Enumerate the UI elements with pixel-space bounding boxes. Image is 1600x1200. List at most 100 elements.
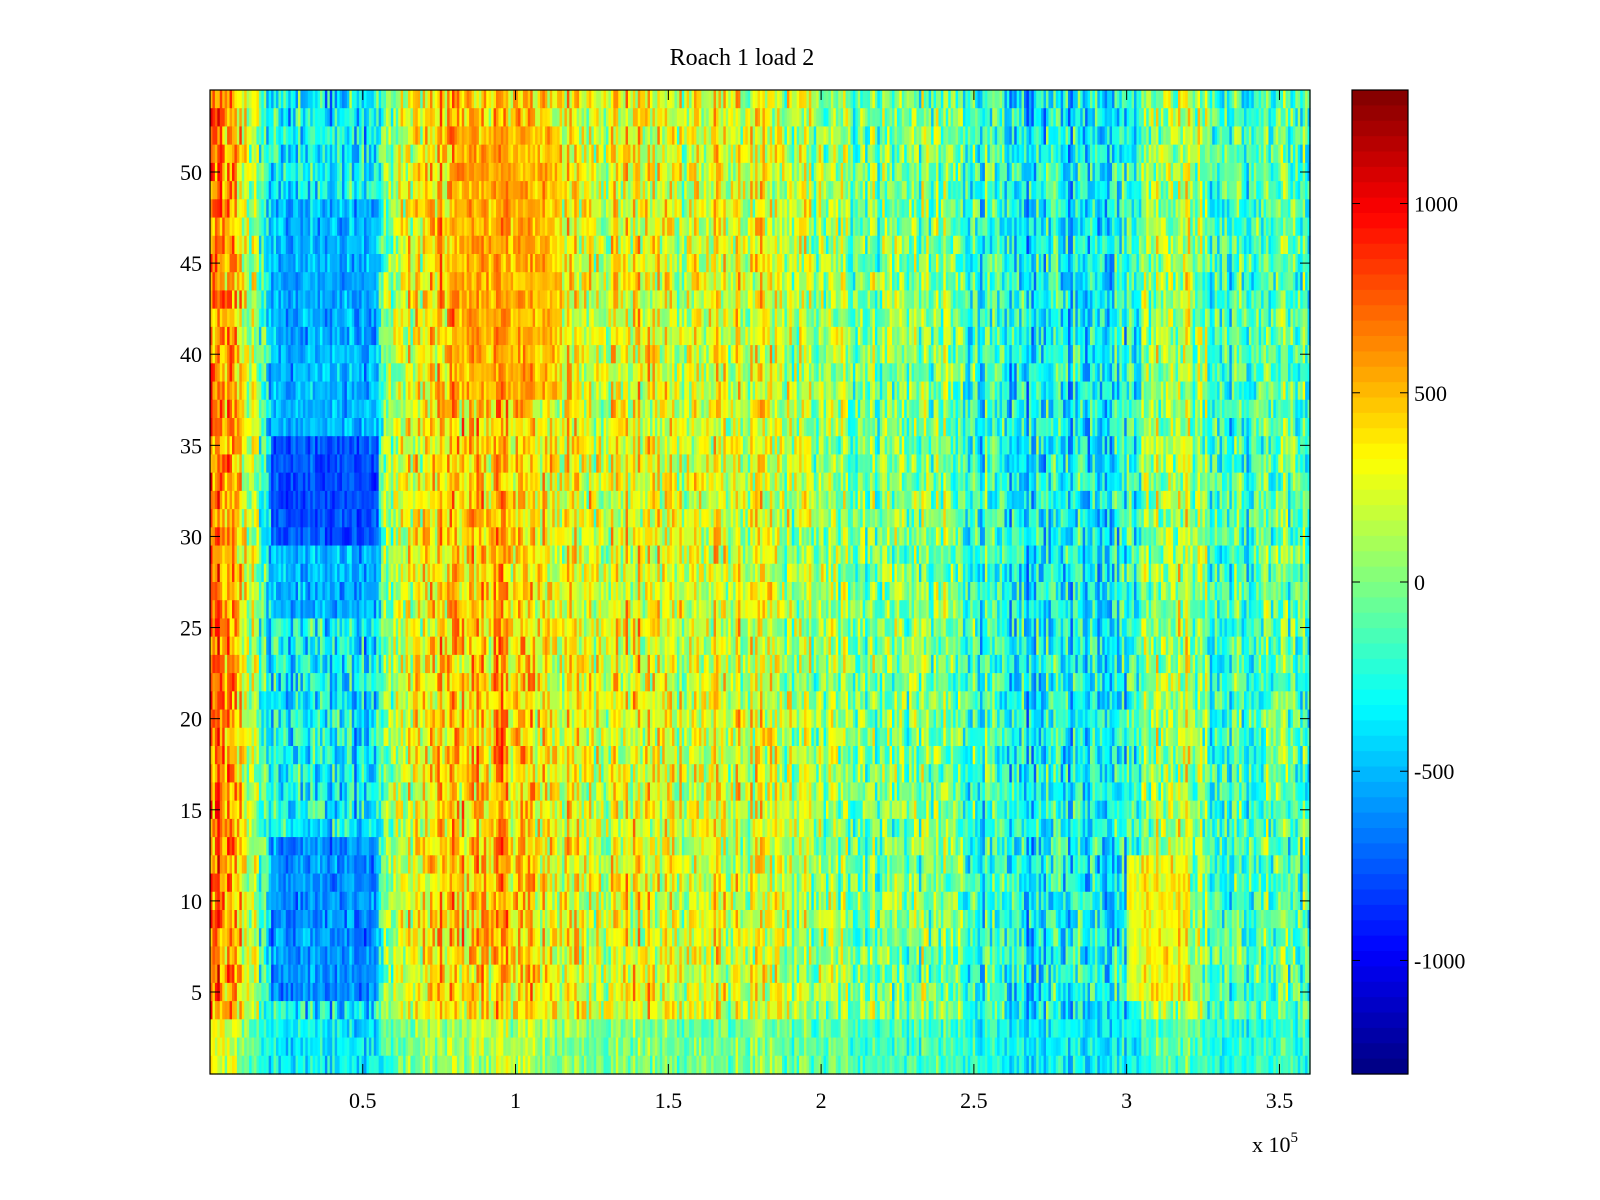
heatmap-cell [740, 199, 744, 219]
heatmap-cell [217, 90, 221, 109]
heatmap-cell [1077, 144, 1081, 164]
heatmap-cell [1082, 90, 1086, 109]
heatmap-cell [1219, 217, 1223, 237]
heatmap-cell [833, 217, 837, 237]
heatmap-cell [586, 181, 590, 200]
heatmap-cell [750, 90, 754, 109]
heatmap-cell [918, 199, 922, 219]
heatmap-cell [742, 162, 746, 182]
heatmap-cell [285, 144, 289, 164]
heatmap-cell [1136, 181, 1140, 200]
heatmap-cell [1109, 90, 1113, 109]
heatmap-cell [1285, 162, 1289, 182]
heatmap-cell [437, 181, 441, 200]
heatmap-cell [532, 162, 536, 182]
heatmap-cell [449, 162, 453, 182]
heatmap-cell [249, 235, 253, 255]
heatmap-cell [845, 126, 849, 146]
heatmap-cell [444, 144, 448, 164]
heatmap-cell [674, 108, 678, 128]
heatmap-cell [906, 217, 910, 237]
heatmap-cell [899, 108, 903, 128]
heatmap-cell [210, 144, 214, 164]
heatmap-cell [953, 217, 957, 237]
heatmap-cell [882, 90, 886, 109]
heatmap-cell [1273, 181, 1277, 200]
heatmap-cell [777, 108, 781, 128]
heatmap-cell [283, 126, 287, 146]
heatmap-cell [359, 235, 363, 255]
heatmap-cell [452, 108, 456, 128]
heatmap-cell [364, 217, 368, 237]
heatmap-cell [1278, 181, 1282, 200]
heatmap-cell [1146, 90, 1150, 109]
heatmap-cell [1295, 199, 1299, 219]
heatmap-cell [315, 90, 319, 109]
heatmap-cell [251, 162, 255, 182]
heatmap-cell [1070, 126, 1074, 146]
heatmap-cell [390, 217, 394, 237]
heatmap-cell [1050, 217, 1054, 237]
heatmap-cell [491, 90, 495, 109]
heatmap-cell [527, 108, 531, 128]
heatmap-cell [982, 217, 986, 237]
heatmap-cell [547, 199, 551, 219]
heatmap-cell [689, 90, 693, 109]
heatmap-cell [625, 144, 629, 164]
heatmap-cell [1026, 217, 1030, 237]
heatmap-cell [254, 217, 258, 237]
heatmap-cell [654, 181, 658, 200]
heatmap-cell [928, 126, 932, 146]
heatmap-cell [1197, 108, 1201, 128]
heatmap-cell [1173, 162, 1177, 182]
heatmap-cell [1244, 144, 1248, 164]
heatmap-cell [1038, 162, 1042, 182]
heatmap-cell [373, 181, 377, 200]
heatmap-cell [1014, 199, 1018, 219]
heatmap-cell [464, 144, 468, 164]
heatmap-cell [967, 181, 971, 200]
heatmap-cell [456, 217, 460, 237]
heatmap-cell [376, 108, 380, 128]
heatmap-cell [1290, 199, 1294, 219]
heatmap-cell [586, 144, 590, 164]
heatmap-cell [1214, 199, 1218, 219]
heatmap-cell [1107, 108, 1111, 128]
heatmap-cell [962, 217, 966, 237]
heatmap-cell [562, 108, 566, 128]
heatmap-cell [918, 217, 922, 237]
heatmap-cell [442, 90, 446, 109]
heatmap-cell [1200, 126, 1204, 146]
heatmap-cell [1207, 162, 1211, 182]
heatmap-cell [606, 108, 610, 128]
heatmap-cell [229, 199, 233, 219]
heatmap-cell [972, 199, 976, 219]
heatmap-cell [324, 235, 328, 255]
heatmap-cell [723, 126, 727, 146]
heatmap-cell [1173, 108, 1177, 128]
heatmap-cell [1182, 181, 1186, 200]
heatmap-cell [1006, 217, 1010, 237]
heatmap-cell [1226, 217, 1230, 237]
heatmap-cell [503, 217, 507, 237]
heatmap-cell [317, 126, 321, 146]
heatmap-cell [540, 90, 544, 109]
heatmap-cell [571, 162, 575, 182]
heatmap-cell [1190, 217, 1194, 237]
heatmap-cell [464, 126, 468, 146]
heatmap-cell [782, 126, 786, 146]
heatmap-cell [1087, 108, 1091, 128]
heatmap-cell [444, 235, 448, 255]
heatmap-cell [408, 162, 412, 182]
heatmap-cell [936, 217, 940, 237]
heatmap-cell [1192, 90, 1196, 109]
heatmap-cell [1043, 162, 1047, 182]
heatmap-cell [574, 217, 578, 237]
heatmap-cell [1048, 181, 1052, 200]
heatmap-cell [466, 162, 470, 182]
heatmap-cell [972, 126, 976, 146]
heatmap-cell [420, 162, 424, 182]
heatmap-cell [838, 217, 842, 237]
heatmap-cell [1192, 126, 1196, 146]
heatmap-cell [405, 217, 409, 237]
